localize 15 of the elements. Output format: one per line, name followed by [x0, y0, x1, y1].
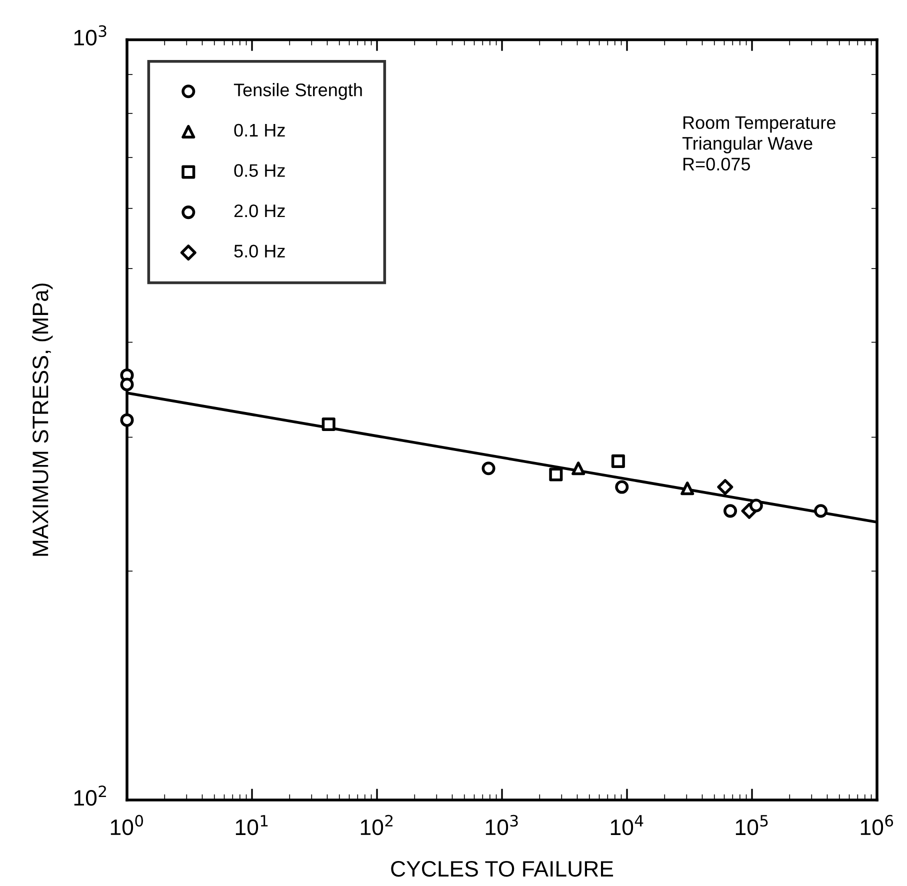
legend-label: Tensile Strength	[234, 83, 362, 100]
y-axis-title: MAXIMUM STRESS, (MPa)	[32, 284, 53, 556]
legend-label: 2.0 Hz	[234, 204, 285, 218]
x-tick-label: 10$^{3}$	[486, 814, 518, 836]
x-tick-label: 10$^{1}$	[236, 815, 268, 836]
legend-label: 5.0 Hz	[234, 244, 285, 258]
x-tick-label: 10$^{5}$	[736, 815, 768, 836]
x-tick-label: 10$^{6}$	[860, 814, 894, 836]
legend-label: 0.5 Hz	[234, 164, 285, 177]
x-axis-title: CYCLES TO FAILURE	[391, 860, 614, 877]
legend-label: 0.1 Hz	[234, 124, 285, 137]
x-tick-label: 10$^{2}$	[360, 814, 392, 836]
annotation: Room Temperature Triangular Wave R=0.075	[682, 116, 836, 171]
x-tick-label: 10$^{0}$	[110, 814, 144, 836]
x-tick-label: 10$^{4}$	[610, 815, 644, 836]
